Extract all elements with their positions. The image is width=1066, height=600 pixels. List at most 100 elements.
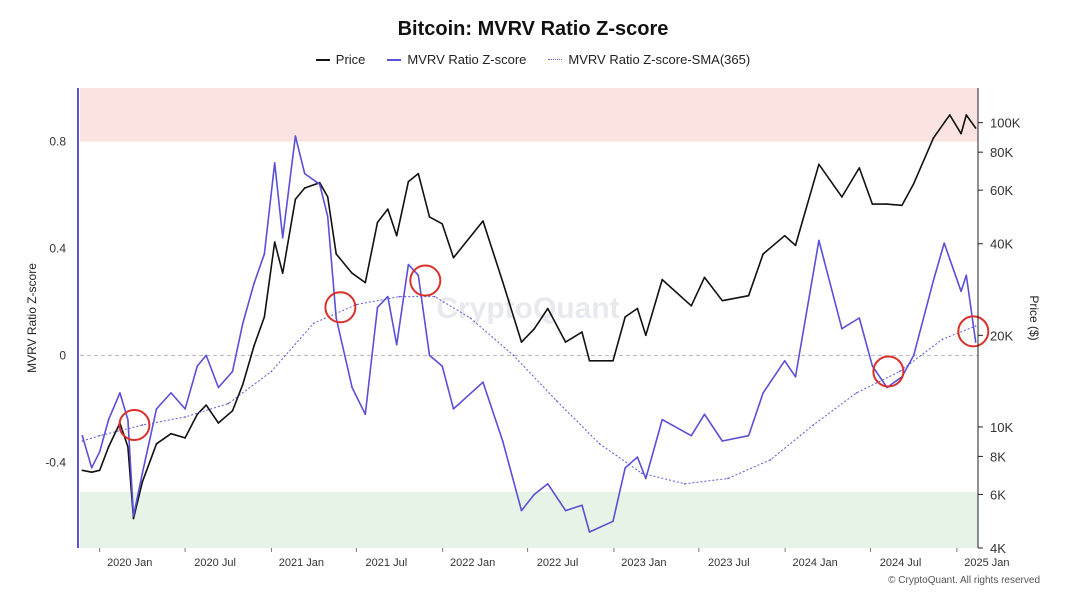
series-0-point [428, 216, 431, 218]
annotation-circle [409, 264, 442, 297]
series-2-point [598, 442, 601, 445]
series-0-point [196, 413, 199, 416]
series-2-point [898, 370, 901, 373]
series-0-point [170, 432, 172, 435]
x-tick-label: 2020 Jan [107, 557, 152, 569]
series-1-point [624, 466, 626, 469]
series-2-point [469, 317, 472, 319]
series-0-point [376, 221, 379, 224]
series-0-point [217, 422, 220, 424]
series-0-point [949, 114, 951, 116]
series-0-point [303, 187, 306, 189]
series-2-point [227, 402, 230, 405]
series-1-point [231, 370, 234, 373]
lines-layer [81, 114, 977, 533]
series-0-point [98, 469, 101, 472]
series-1-point [645, 477, 647, 480]
series-1-point [636, 456, 639, 458]
series-0-point [747, 294, 750, 297]
x-tick-label: 2023 Jan [621, 557, 666, 569]
series-2-point [398, 295, 401, 298]
x-tick-label: 2020 Jul [194, 557, 236, 569]
series-1-point [428, 354, 431, 357]
y2-tick-label: 10K [990, 420, 1013, 435]
series-0-point [482, 220, 484, 222]
series-1-point [90, 466, 93, 469]
series-0-point [395, 234, 398, 237]
copyright: © CryptoQuant. All rights reserved [888, 575, 1040, 586]
series-2-point [98, 434, 101, 437]
series-1-point [581, 504, 583, 507]
legend-swatch-zscore [387, 58, 402, 61]
legend-item-zscore[interactable]: MVRV Ratio Z-score [387, 52, 526, 67]
series-1-point [395, 343, 398, 346]
y2-tick-label: 8K [990, 449, 1006, 464]
y2-tick-label: 20K [990, 328, 1013, 343]
annotation-circle [324, 291, 357, 324]
series-1-point [127, 418, 129, 421]
series-1-point [335, 317, 337, 319]
series-0-point [818, 163, 820, 166]
series-2-point [141, 424, 144, 426]
series-0-point [231, 409, 234, 412]
series-1-point [974, 341, 977, 343]
series-0-point [581, 331, 583, 333]
series-1-point [155, 408, 158, 410]
series-1-point [407, 263, 410, 266]
legend-swatch-sma [548, 59, 563, 60]
series-2-point [855, 392, 858, 394]
series-2-point [941, 338, 944, 341]
series-1-point [294, 135, 297, 137]
series-2-point [312, 322, 315, 325]
legend-item-sma[interactable]: MVRV Ratio Z-score-SMA(365) [548, 52, 750, 67]
series-1-point [98, 450, 101, 453]
series-0-point [901, 204, 903, 207]
series-0-point [943, 121, 946, 124]
series-0-point [335, 253, 337, 255]
series-0-point [965, 114, 968, 116]
series-0-point [520, 341, 523, 343]
series-0-point [794, 244, 797, 247]
watermark: CryptoQuant [436, 292, 619, 325]
series-0-point [155, 443, 158, 445]
series-1-point [281, 236, 284, 239]
legend-label-zscore: MVRV Ratio Z-score [407, 52, 527, 67]
series-0-point [407, 180, 410, 183]
x-tick-label: 2023 Jul [708, 557, 750, 569]
series-0-point [294, 198, 297, 201]
y2-tick-label: 60K [990, 183, 1013, 198]
y2-tick-label: 80K [990, 145, 1013, 160]
series-1-point [762, 392, 764, 394]
series-1-point [818, 239, 820, 242]
series-0-point [452, 256, 455, 259]
series-0-point [783, 234, 786, 237]
series-1-point [690, 434, 693, 437]
series-0-point [141, 481, 144, 483]
series-0-point [81, 469, 84, 472]
series-2-point [769, 458, 772, 461]
series-0-point [326, 196, 329, 198]
series-1-point [326, 215, 329, 218]
series-2-point [512, 354, 515, 357]
series-1-point [351, 386, 353, 389]
series-2-point [81, 440, 84, 442]
series-2-point [812, 424, 815, 426]
y-tick-label: 0.8 [49, 134, 66, 148]
series-0-point [273, 241, 276, 243]
series-0-point [932, 137, 935, 139]
y2-tick-label: 6K [990, 487, 1006, 502]
legend-item-price[interactable]: Price [315, 52, 365, 67]
series-1-point [217, 386, 220, 389]
legend: Price MVRV Ratio Z-score MVRV Ratio Z-sc… [0, 52, 1066, 67]
series-1-point [841, 327, 843, 330]
y-tick-label: -0.4 [45, 455, 66, 469]
series-0-point [636, 307, 639, 310]
series-0-point [107, 446, 110, 448]
series-0-point [263, 316, 266, 318]
y2-axis-title: Price ($) [1027, 295, 1041, 340]
annotation-circle [957, 315, 990, 348]
series-line-1 [81, 135, 977, 533]
series-0-point [417, 172, 420, 175]
series-0-point [386, 208, 389, 210]
